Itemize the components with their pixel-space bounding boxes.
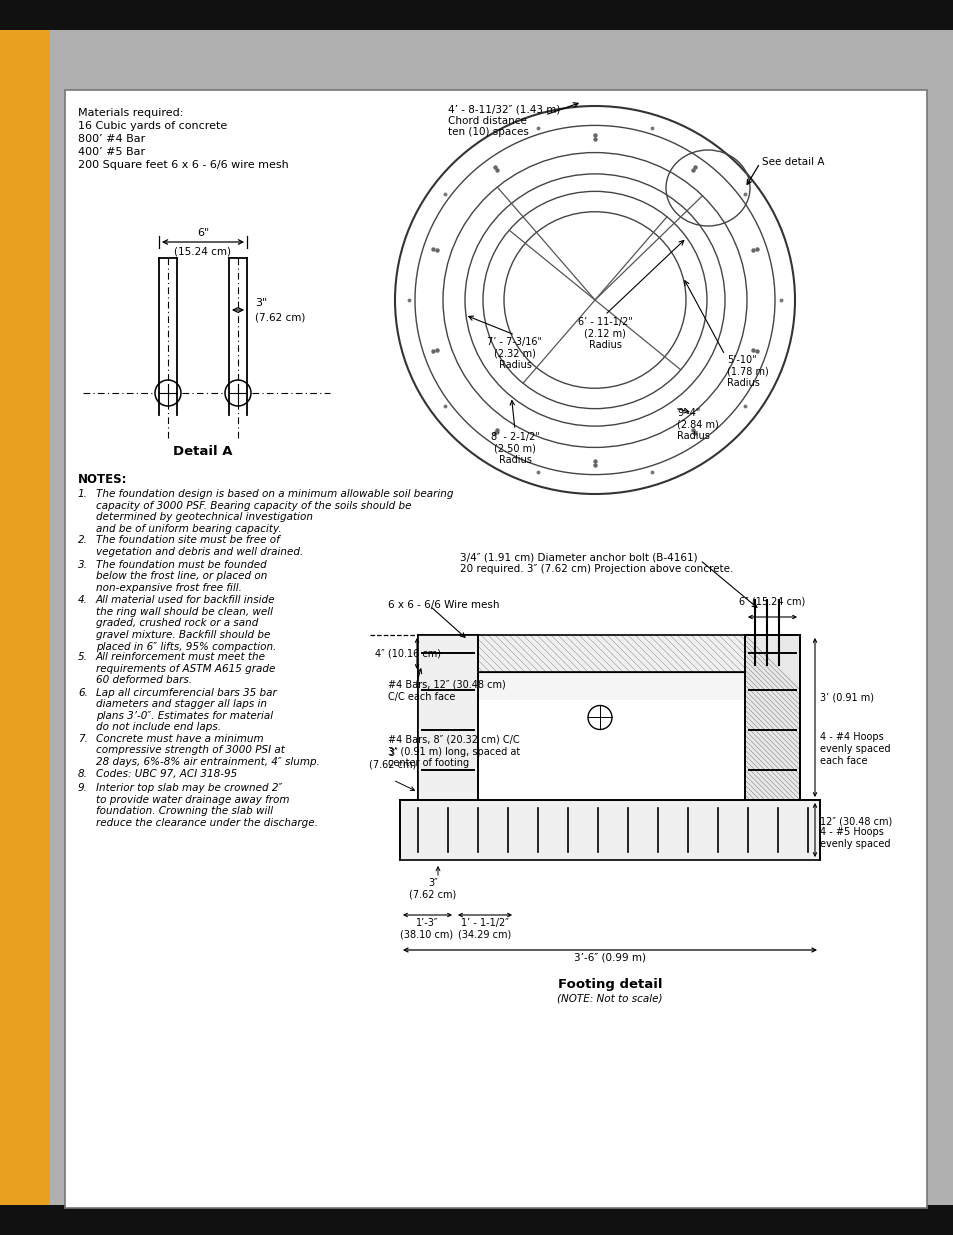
Text: 8.: 8. bbox=[78, 769, 88, 779]
Text: 800’ #4 Bar: 800’ #4 Bar bbox=[78, 135, 145, 144]
Text: NOTES:: NOTES: bbox=[78, 473, 128, 487]
Text: 3’ (0.91 m): 3’ (0.91 m) bbox=[820, 693, 873, 703]
Text: 3": 3" bbox=[254, 298, 267, 308]
Text: 3″
(7.62 cm): 3″ (7.62 cm) bbox=[409, 878, 456, 899]
Text: 8’ - 2-1/2"
(2.50 m)
Radius: 8’ - 2-1/2" (2.50 m) Radius bbox=[490, 432, 538, 466]
Text: The foundation must be founded
below the frost line, or placed on
non-expansive : The foundation must be founded below the… bbox=[96, 559, 267, 593]
Text: All material used for backfill inside
the ring wall should be clean, well
graded: All material used for backfill inside th… bbox=[96, 595, 276, 652]
Text: 1’-3″
(38.10 cm): 1’-3″ (38.10 cm) bbox=[400, 918, 453, 940]
Bar bbox=[744, 635, 800, 800]
Text: See detail A: See detail A bbox=[761, 157, 823, 167]
Text: 400’ #5 Bar: 400’ #5 Bar bbox=[78, 147, 145, 157]
Bar bbox=[0, 0, 953, 30]
Text: 5’-10"
(1.78 m)
Radius: 5’-10" (1.78 m) Radius bbox=[726, 354, 768, 388]
Text: 9’-4"
(2.84 m)
Radius: 9’-4" (2.84 m) Radius bbox=[677, 408, 718, 441]
Text: 16 Cubic yards of concrete: 16 Cubic yards of concrete bbox=[78, 121, 227, 131]
Text: 4 - #4 Hoops
evenly spaced
each face: 4 - #4 Hoops evenly spaced each face bbox=[820, 732, 889, 766]
Text: 7’ - 7-3/16"
(2.32 m)
Radius: 7’ - 7-3/16" (2.32 m) Radius bbox=[487, 337, 542, 370]
Text: 6 x 6 - 6/6 Wire mesh: 6 x 6 - 6/6 Wire mesh bbox=[388, 600, 499, 610]
Bar bbox=[417, 635, 477, 800]
Text: 9.: 9. bbox=[78, 783, 88, 793]
Text: 12″ (30.48 cm): 12″ (30.48 cm) bbox=[820, 818, 891, 827]
Text: (15.24 cm): (15.24 cm) bbox=[174, 246, 232, 256]
Text: 1.: 1. bbox=[78, 489, 88, 499]
Bar bbox=[744, 635, 800, 800]
Text: #4 Bars, 8″ (20.32 cm) C/C
3’ (0.91 m) long, spaced at
center of footing: #4 Bars, 8″ (20.32 cm) C/C 3’ (0.91 m) l… bbox=[388, 735, 519, 768]
Bar bbox=[399, 800, 820, 860]
Text: All reinforcement must meet the
requirements of ASTM A615 grade
60 deformed bars: All reinforcement must meet the requirem… bbox=[96, 652, 275, 685]
Text: 3’-6″ (0.99 m): 3’-6″ (0.99 m) bbox=[574, 953, 645, 963]
Text: Footing detail: Footing detail bbox=[558, 978, 661, 990]
Text: 3″
(7.62 cm): 3″ (7.62 cm) bbox=[369, 748, 416, 769]
Text: The foundation site must be free of
vegetation and debris and well drained.: The foundation site must be free of vege… bbox=[96, 535, 303, 557]
Text: 3.: 3. bbox=[78, 559, 88, 569]
Bar bbox=[0, 1205, 953, 1235]
Text: 200 Square feet 6 x 6 - 6/6 wire mesh: 200 Square feet 6 x 6 - 6/6 wire mesh bbox=[78, 161, 289, 170]
Text: 6": 6" bbox=[196, 228, 209, 238]
Bar bbox=[477, 672, 744, 700]
Text: 6.: 6. bbox=[78, 688, 88, 698]
Text: 1’ - 1-1/2″
(34.29 cm): 1’ - 1-1/2″ (34.29 cm) bbox=[457, 918, 511, 940]
Text: 6″ (15.24 cm): 6″ (15.24 cm) bbox=[739, 597, 804, 606]
Text: 7.: 7. bbox=[78, 734, 88, 743]
Text: (7.62 cm): (7.62 cm) bbox=[254, 312, 305, 322]
Text: Detail A: Detail A bbox=[173, 445, 233, 458]
Text: 6’ - 11-1/2"
(2.12 m)
Radius: 6’ - 11-1/2" (2.12 m) Radius bbox=[577, 317, 632, 351]
Text: (NOTE: Not to scale): (NOTE: Not to scale) bbox=[557, 994, 662, 1004]
Text: Lap all circumferencial bars 35 bar
diameters and stagger all laps in
plans 3’-0: Lap all circumferencial bars 35 bar diam… bbox=[96, 688, 276, 732]
Text: Materials required:: Materials required: bbox=[78, 107, 183, 119]
Text: #4 Bars, 12″ (30.48 cm)
C/C each face: #4 Bars, 12″ (30.48 cm) C/C each face bbox=[388, 680, 505, 701]
Bar bbox=[0, 0, 50, 1235]
Text: 5.: 5. bbox=[78, 652, 88, 662]
Text: 3/4″ (1.91 cm) Diameter anchor bolt (B-4161)
20 required. 3″ (7.62 cm) Projectio: 3/4″ (1.91 cm) Diameter anchor bolt (B-4… bbox=[459, 552, 733, 573]
Text: 4″ (10.16 cm): 4″ (10.16 cm) bbox=[375, 648, 440, 658]
Text: 4 - #5 Hoops
evenly spaced: 4 - #5 Hoops evenly spaced bbox=[820, 827, 889, 848]
Text: 4.: 4. bbox=[78, 595, 88, 605]
Text: Interior top slab may be crowned 2″
to provide water drainage away from
foundati: Interior top slab may be crowned 2″ to p… bbox=[96, 783, 317, 827]
Text: Codes: UBC 97, ACI 318-95: Codes: UBC 97, ACI 318-95 bbox=[96, 769, 237, 779]
Text: 2.: 2. bbox=[78, 535, 88, 545]
Text: The foundation design is based on a minimum allowable soil bearing
capacity of 3: The foundation design is based on a mini… bbox=[96, 489, 453, 534]
Text: Concrete must have a minimum
compressive strength of 3000 PSI at
28 days, 6%-8% : Concrete must have a minimum compressive… bbox=[96, 734, 319, 767]
Bar bbox=[417, 635, 800, 672]
Text: 4’ - 8-11/32″ (1.43 m)
Chord distance
ten (10) spaces: 4’ - 8-11/32″ (1.43 m) Chord distance te… bbox=[448, 104, 559, 137]
